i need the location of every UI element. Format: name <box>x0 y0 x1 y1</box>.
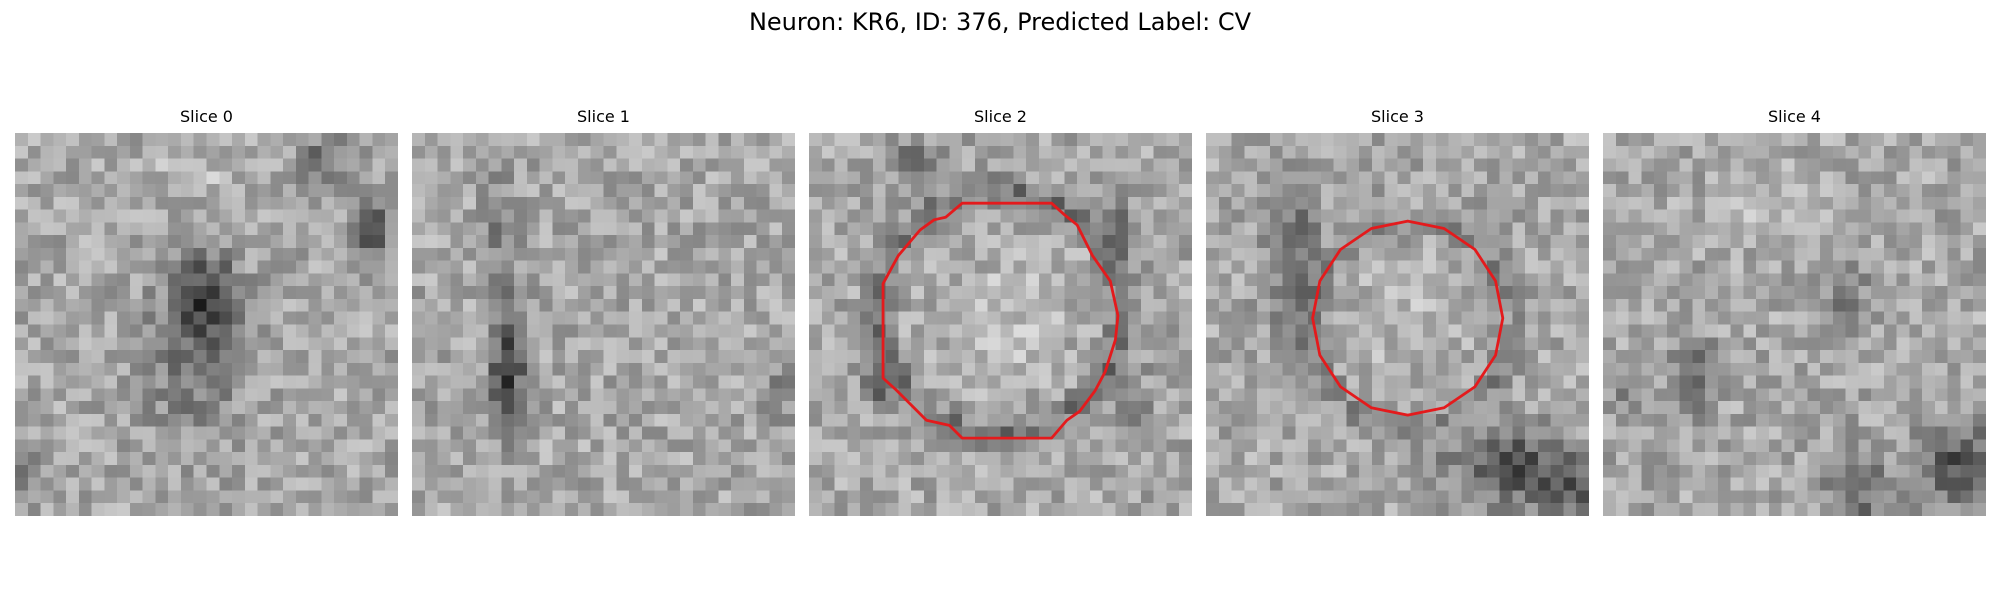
slice-title-1: Slice 1 <box>577 107 630 126</box>
roi-contour-2 <box>881 201 1120 440</box>
slice-image-4 <box>1603 133 1986 516</box>
slice-image-3 <box>1206 133 1589 516</box>
figure-title: Neuron: KR6, ID: 376, Predicted Label: C… <box>748 8 1252 36</box>
slice-image-1 <box>412 133 795 516</box>
slice-title-2: Slice 2 <box>974 107 1027 126</box>
slice-image-2 <box>809 133 1192 516</box>
roi-contour-3 <box>1311 219 1505 417</box>
slice-panel-0: Slice 0 <box>15 107 398 516</box>
slice-panel-3: Slice 3 <box>1206 107 1589 516</box>
slice-panel-1: Slice 1 <box>412 107 795 516</box>
slice-title-4: Slice 4 <box>1768 107 1821 126</box>
slice-title-0: Slice 0 <box>180 107 233 126</box>
slice-panel-2: Slice 2 <box>809 107 1192 516</box>
slice-title-3: Slice 3 <box>1371 107 1424 126</box>
slice-panel-4: Slice 4 <box>1603 107 1986 516</box>
slice-image-0 <box>15 133 398 516</box>
